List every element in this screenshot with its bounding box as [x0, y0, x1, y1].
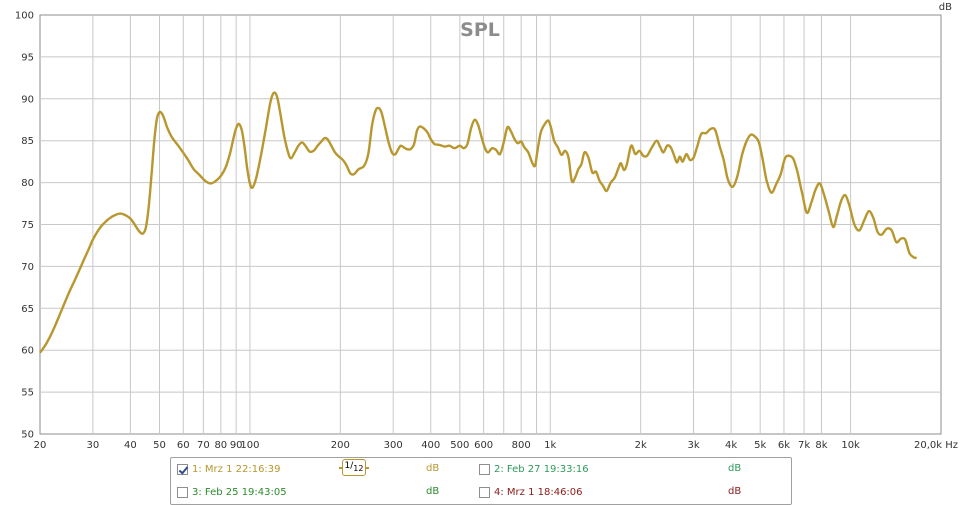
- chart-title: SPL: [460, 19, 500, 41]
- y-tick-80: 80: [21, 178, 34, 189]
- x-tick-30: 30: [87, 440, 100, 451]
- x-tick-4k: 4k: [725, 440, 737, 451]
- y-tick-55: 55: [21, 388, 34, 399]
- legend-item-2[interactable]: 2: Feb 27 19:33:16: [479, 461, 589, 477]
- series-line-1: [39, 91, 917, 354]
- y-axis-unit: dB: [939, 2, 952, 13]
- legend-checkbox-4[interactable]: [479, 486, 490, 498]
- x-tick-20,0k Hz: 20,0k Hz: [914, 440, 958, 451]
- y-tick-100: 100: [15, 11, 34, 22]
- x-tick-300: 300: [384, 440, 403, 451]
- y-tick-95: 95: [21, 52, 34, 63]
- x-tick-5k: 5k: [754, 440, 766, 451]
- legend-checkbox-1[interactable]: [177, 463, 188, 475]
- x-tick-600: 600: [474, 440, 493, 451]
- legend-item-3[interactable]: 3: Feb 25 19:43:05: [177, 484, 287, 500]
- legend-panel: 1: Mrz 1 22:16:39 1/12 dB 2: Feb 27 19:3…: [170, 457, 792, 505]
- x-tick-50: 50: [153, 440, 166, 451]
- y-tick-85: 85: [21, 136, 34, 147]
- y-tick-65: 65: [21, 304, 34, 315]
- legend-item-1[interactable]: 1: Mrz 1 22:16:39: [177, 461, 281, 477]
- x-tick-20: 20: [34, 440, 47, 451]
- y-tick-50: 50: [21, 430, 34, 441]
- y-tick-90: 90: [21, 94, 34, 105]
- x-tick-40: 40: [124, 440, 137, 451]
- legend-item-4[interactable]: 4: Mrz 1 18:46:06: [479, 484, 583, 500]
- x-tick-80: 80: [214, 440, 227, 451]
- x-tick-70: 70: [197, 440, 210, 451]
- x-tick-800: 800: [512, 440, 531, 451]
- legend-label-4: 4: Mrz 1 18:46:06: [494, 486, 583, 498]
- x-tick-3k: 3k: [687, 440, 699, 451]
- legend-checkbox-3[interactable]: [177, 486, 188, 498]
- x-tick-90: 90: [230, 440, 243, 451]
- legend-unit-4: dB: [728, 486, 742, 497]
- legend-unit-2: dB: [728, 463, 742, 474]
- y-tick-60: 60: [21, 346, 34, 357]
- legend-unit-3: dB: [426, 486, 440, 497]
- x-tick-2k: 2k: [635, 440, 647, 451]
- legend-label-2: 2: Feb 27 19:33:16: [494, 463, 589, 475]
- series-group: [39, 91, 917, 354]
- x-tick-6k: 6k: [778, 440, 790, 451]
- x-tick-100: 100: [240, 440, 259, 451]
- x-tick-500: 500: [450, 440, 469, 451]
- x-tick-400: 400: [421, 440, 440, 451]
- smoothing-indicator[interactable]: 1/12: [339, 459, 369, 476]
- x-tick-7k: 7k: [798, 440, 810, 451]
- x-tick-10k: 10k: [841, 440, 860, 451]
- legend-checkbox-2[interactable]: [479, 463, 490, 475]
- smoothing-value: 1/12: [341, 459, 367, 476]
- y-tick-75: 75: [21, 220, 34, 231]
- y-tick-70: 70: [21, 262, 34, 273]
- legend-unit-1: dB: [426, 463, 440, 474]
- y-tick-labels: 50 55 60 65 70 75 80 85 90 95 100: [15, 11, 34, 441]
- legend-label-3: 3: Feb 25 19:43:05: [192, 486, 287, 498]
- grid-lines: [40, 15, 941, 434]
- x-tick-8k: 8k: [815, 440, 827, 451]
- legend-label-1: 1: Mrz 1 22:16:39: [192, 463, 281, 475]
- x-tick-1k: 1k: [544, 440, 556, 451]
- x-tick-200: 200: [331, 440, 350, 451]
- x-tick-60: 60: [177, 440, 190, 451]
